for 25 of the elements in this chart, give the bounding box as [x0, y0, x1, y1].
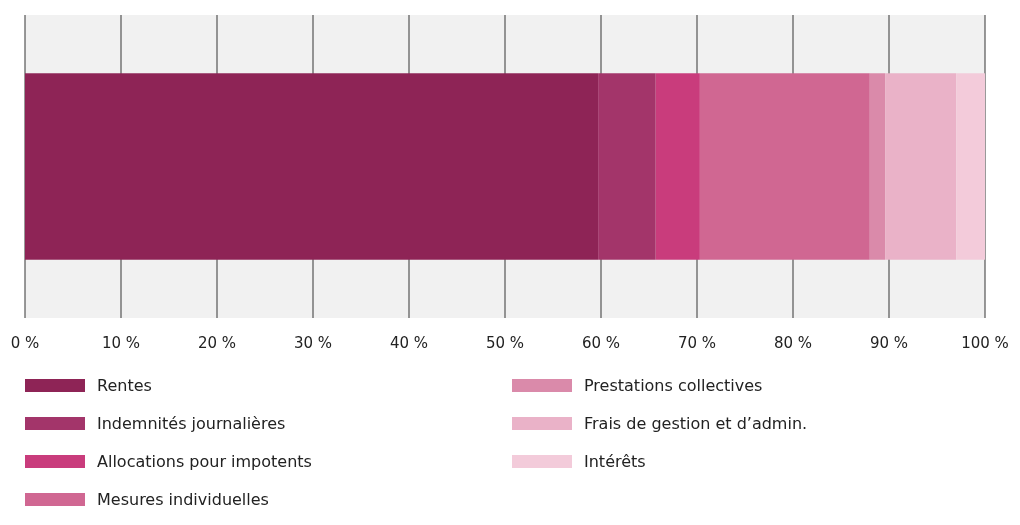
legend-label: Allocations pour impotents [97, 452, 312, 471]
x-tick-label: 30 % [293, 334, 333, 352]
x-tick-label: 60 % [581, 334, 621, 352]
x-tick-label: 70 % [677, 334, 717, 352]
x-tick-label: 100 % [961, 334, 1009, 352]
x-tick-label: 50 % [485, 334, 525, 352]
bar [956, 73, 985, 260]
x-tick-label: 10 % [101, 334, 141, 352]
bar [699, 73, 870, 260]
x-tick-label: 0 % [10, 334, 40, 352]
x-tick-label: 20 % [197, 334, 237, 352]
bar [885, 73, 957, 260]
bar [655, 73, 700, 260]
legend-label: Intérêts [584, 452, 646, 471]
legend-label: Prestations collectives [584, 376, 763, 395]
bar [598, 73, 656, 260]
x-tick-label: 40 % [389, 334, 429, 352]
x-tick-label: 90 % [869, 334, 909, 352]
bar [25, 73, 599, 260]
bar [869, 73, 886, 260]
legend-label: Rentes [97, 376, 152, 395]
legend-label: Mesures individuelles [97, 490, 269, 509]
legend-label: Frais de gestion et d’admin. [584, 414, 808, 433]
x-tick-label: 80 % [773, 334, 813, 352]
legend-label: Indemnités journalières [97, 414, 286, 433]
